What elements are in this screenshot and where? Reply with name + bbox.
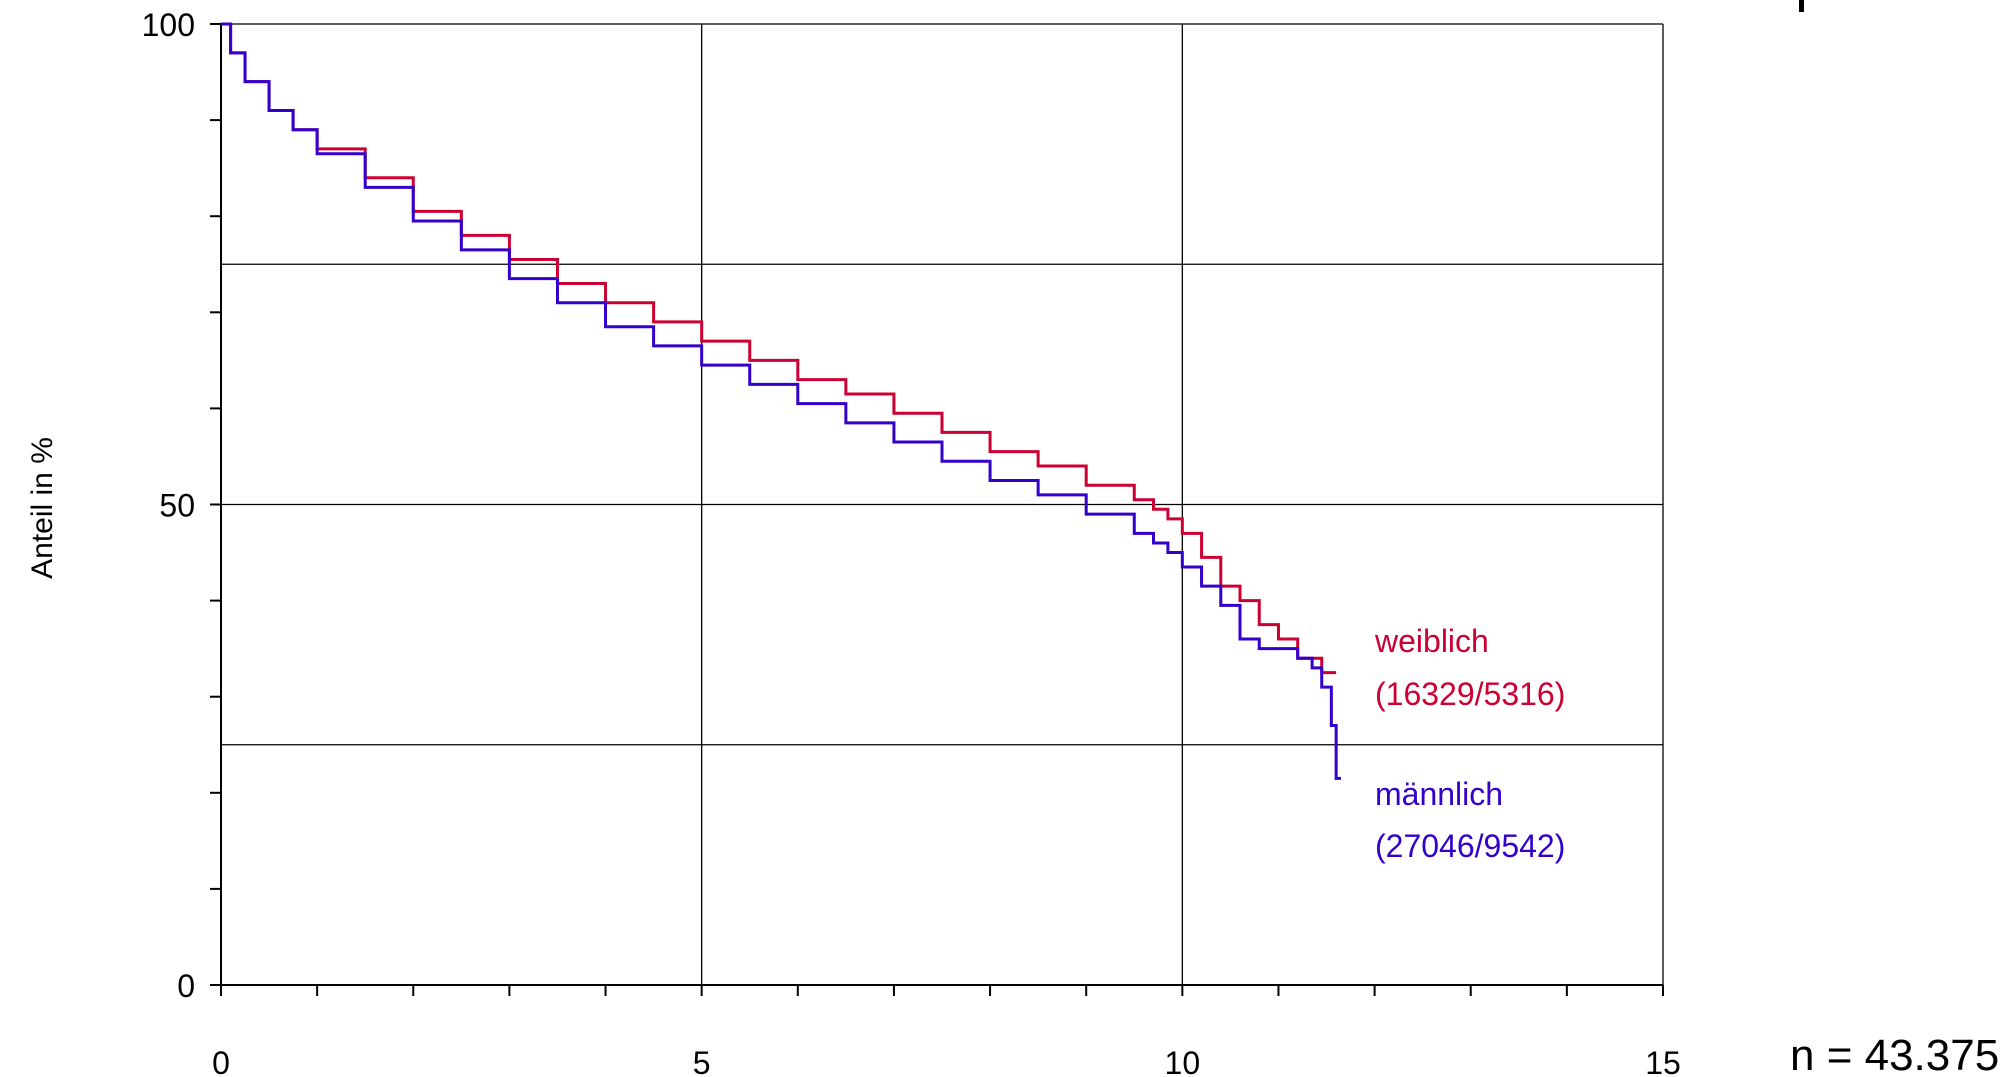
series-count-weiblich: (16329/5316) [1375,676,1565,712]
series-count-maennlich: (27046/9542) [1375,828,1565,864]
sample-size-label: n = 43.375 [1790,1031,1999,1077]
series-line-maennlich [221,22,1341,780]
series-label-maennlich: männlich [1375,776,1503,812]
axis-ticks: 0 50 100 0 5 10 15 [142,7,1681,1077]
series-lines [221,22,1341,780]
series-label-weiblich: weiblich [1374,623,1489,659]
corner-mark [1799,0,1804,12]
series-line-weiblich [221,22,1337,675]
x-tick-label-0: 0 [212,1045,230,1077]
y-tick-label-50: 50 [159,488,195,524]
y-tick-label-100: 100 [142,7,195,43]
x-tick-label-10: 10 [1165,1045,1201,1077]
grid-lines [221,23,1664,985]
y-tick-label-0: 0 [177,968,195,1004]
y-axis-label: Anteil in % [26,437,59,579]
x-tick-label-5: 5 [693,1045,711,1077]
x-tick-label-15: 15 [1645,1045,1681,1077]
